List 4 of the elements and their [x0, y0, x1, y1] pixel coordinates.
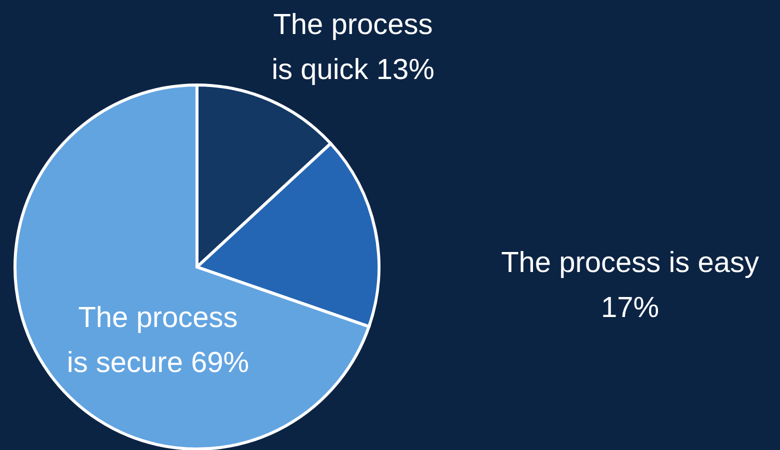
data-label: 17%: [600, 292, 660, 324]
slice-label: The process is easy: [501, 247, 760, 279]
slice-label: The process is secure 69%: [66, 302, 250, 379]
slice-label: The process is quick 13%: [272, 9, 434, 86]
